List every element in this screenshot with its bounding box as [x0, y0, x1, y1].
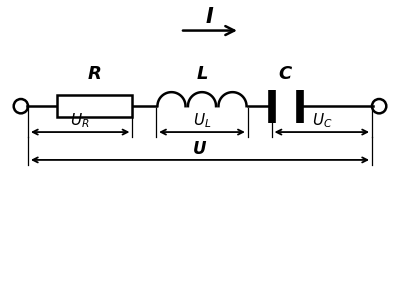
Text: $\boldsymbol{L}$: $\boldsymbol{L}$ — [196, 65, 208, 83]
Text: $\boldsymbol{U}$: $\boldsymbol{U}$ — [192, 140, 208, 158]
Text: $\boldsymbol{I}$: $\boldsymbol{I}$ — [205, 7, 215, 27]
Text: $\boldsymbol{C}$: $\boldsymbol{C}$ — [278, 65, 293, 83]
Text: $\boldsymbol{R}$: $\boldsymbol{R}$ — [87, 65, 102, 83]
Text: $\boldsymbol{U_R}$: $\boldsymbol{U_R}$ — [70, 112, 90, 130]
Text: $\boldsymbol{U_C}$: $\boldsymbol{U_C}$ — [312, 112, 332, 130]
Text: $\boldsymbol{U_L}$: $\boldsymbol{U_L}$ — [193, 112, 211, 130]
Bar — [57, 95, 132, 117]
